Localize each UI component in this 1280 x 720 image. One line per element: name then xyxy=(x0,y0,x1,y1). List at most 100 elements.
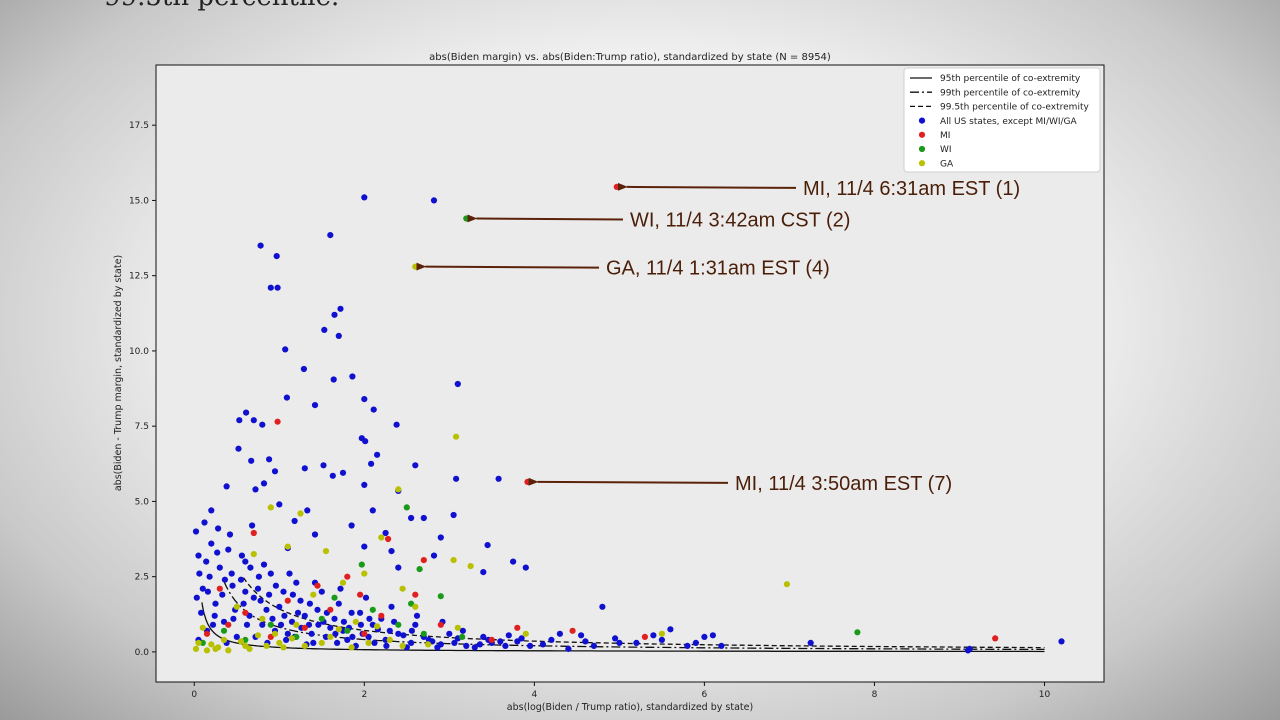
point-us-100 xyxy=(318,588,325,595)
point-us-8 xyxy=(331,311,338,318)
point-us-83 xyxy=(539,641,547,648)
point-us-149 xyxy=(527,642,534,650)
point-mi-3 xyxy=(385,535,392,543)
point-ga-45 xyxy=(348,644,355,651)
point-ga-3 xyxy=(395,486,402,493)
point-mi-13 xyxy=(412,591,419,598)
point-us-23 xyxy=(259,421,266,428)
point-ga-31 xyxy=(203,647,211,654)
point-us-137 xyxy=(348,609,355,616)
point-ga-5 xyxy=(297,510,304,517)
point-us-155 xyxy=(257,597,264,604)
axis-ticks: 0 2 4 6 8 10 0.0 2.5 5.0 7.5 10.0 12.5 15.0 17.5 xyxy=(129,121,1051,700)
point-us-34 xyxy=(320,462,327,469)
point-wi-0 xyxy=(463,215,470,222)
point-us-96 xyxy=(357,609,364,616)
point-us-224 xyxy=(650,632,657,639)
legend-box xyxy=(903,67,1101,173)
curve-0 xyxy=(201,602,1045,653)
point-us-178 xyxy=(228,570,235,577)
point-ga-25 xyxy=(233,603,240,610)
point-us-50 xyxy=(450,511,457,519)
point-us-71 xyxy=(964,647,972,654)
point-wi-15 xyxy=(220,627,228,634)
point-wi-7 xyxy=(459,633,466,641)
point-mi-24 xyxy=(314,582,321,589)
point-mi-14 xyxy=(378,612,385,619)
point-us-63 xyxy=(509,558,517,565)
point-ga-21 xyxy=(293,621,300,628)
point-us-81 xyxy=(578,632,585,639)
legend-label: MI xyxy=(940,131,950,141)
point-wi-11 xyxy=(318,615,325,622)
point-us-86 xyxy=(497,638,504,645)
point-us-65 xyxy=(395,564,402,571)
point-mi-7 xyxy=(992,635,999,642)
point-us-110 xyxy=(233,633,240,641)
y-tick-label: 17.5 xyxy=(129,121,149,131)
point-us-75 xyxy=(692,639,700,647)
point-us-61 xyxy=(388,548,395,555)
point-ga-14 xyxy=(454,624,461,631)
point-us-82 xyxy=(556,630,564,637)
point-us-44 xyxy=(276,501,283,508)
y-tick-label: 12.5 xyxy=(129,272,149,282)
point-us-202 xyxy=(476,641,483,648)
point-ga-30 xyxy=(195,639,202,647)
point-us-55 xyxy=(311,531,319,538)
point-us-109 xyxy=(242,558,249,565)
point-us-212 xyxy=(332,630,339,637)
point-us-111 xyxy=(229,582,236,589)
point-us-211 xyxy=(315,621,322,628)
point-us-39 xyxy=(495,475,502,482)
point-us-105 xyxy=(276,603,283,610)
point-us-161 xyxy=(334,639,341,647)
y-tick-label: 0.0 xyxy=(135,648,150,658)
point-us-95 xyxy=(365,633,372,641)
point-us-157 xyxy=(283,636,290,644)
point-ga-20 xyxy=(310,591,317,598)
point-ga-48 xyxy=(399,642,406,650)
point-ga-49 xyxy=(425,641,432,648)
point-us-77 xyxy=(658,636,666,644)
point-us-2 xyxy=(327,232,334,239)
point-mi-25 xyxy=(357,591,364,598)
point-us-27 xyxy=(235,445,242,452)
point-us-33 xyxy=(271,468,279,475)
point-us-18 xyxy=(283,394,290,401)
point-us-62 xyxy=(430,552,438,559)
point-us-179 xyxy=(242,588,249,595)
point-wi-4 xyxy=(854,629,861,636)
point-ga-43 xyxy=(318,639,325,647)
point-us-48 xyxy=(369,507,376,514)
point-us-73 xyxy=(701,633,708,641)
point-us-151 xyxy=(206,573,213,580)
point-us-113 xyxy=(220,618,228,625)
point-us-220 xyxy=(514,638,521,645)
x-tick-label: 0 xyxy=(191,690,197,700)
point-mi-17 xyxy=(301,624,308,631)
legend: 95th percentile of co-extremity 99th perc… xyxy=(903,67,1101,173)
point-us-134 xyxy=(322,633,330,641)
point-us-28 xyxy=(248,457,255,464)
point-us-38 xyxy=(453,475,460,482)
point-ga-17 xyxy=(386,636,393,644)
point-us-45 xyxy=(208,507,215,514)
point-us-203 xyxy=(502,642,509,650)
point-us-84 xyxy=(565,645,572,653)
point-wi-6 xyxy=(437,593,444,600)
point-ga-23 xyxy=(259,615,266,622)
point-us-172 xyxy=(277,621,285,628)
point-us-80 xyxy=(590,642,598,650)
legend-marker xyxy=(918,160,926,167)
point-us-194 xyxy=(306,600,313,607)
point-us-177 xyxy=(214,549,221,556)
point-us-129 xyxy=(280,588,287,595)
point-us-120 xyxy=(192,528,200,535)
point-us-57 xyxy=(437,534,444,541)
annotation-arrow xyxy=(617,182,797,191)
point-ga-29 xyxy=(192,645,200,653)
point-mi-5 xyxy=(420,557,427,564)
point-mi-16 xyxy=(327,606,334,613)
x-tick-label: 6 xyxy=(702,690,708,700)
